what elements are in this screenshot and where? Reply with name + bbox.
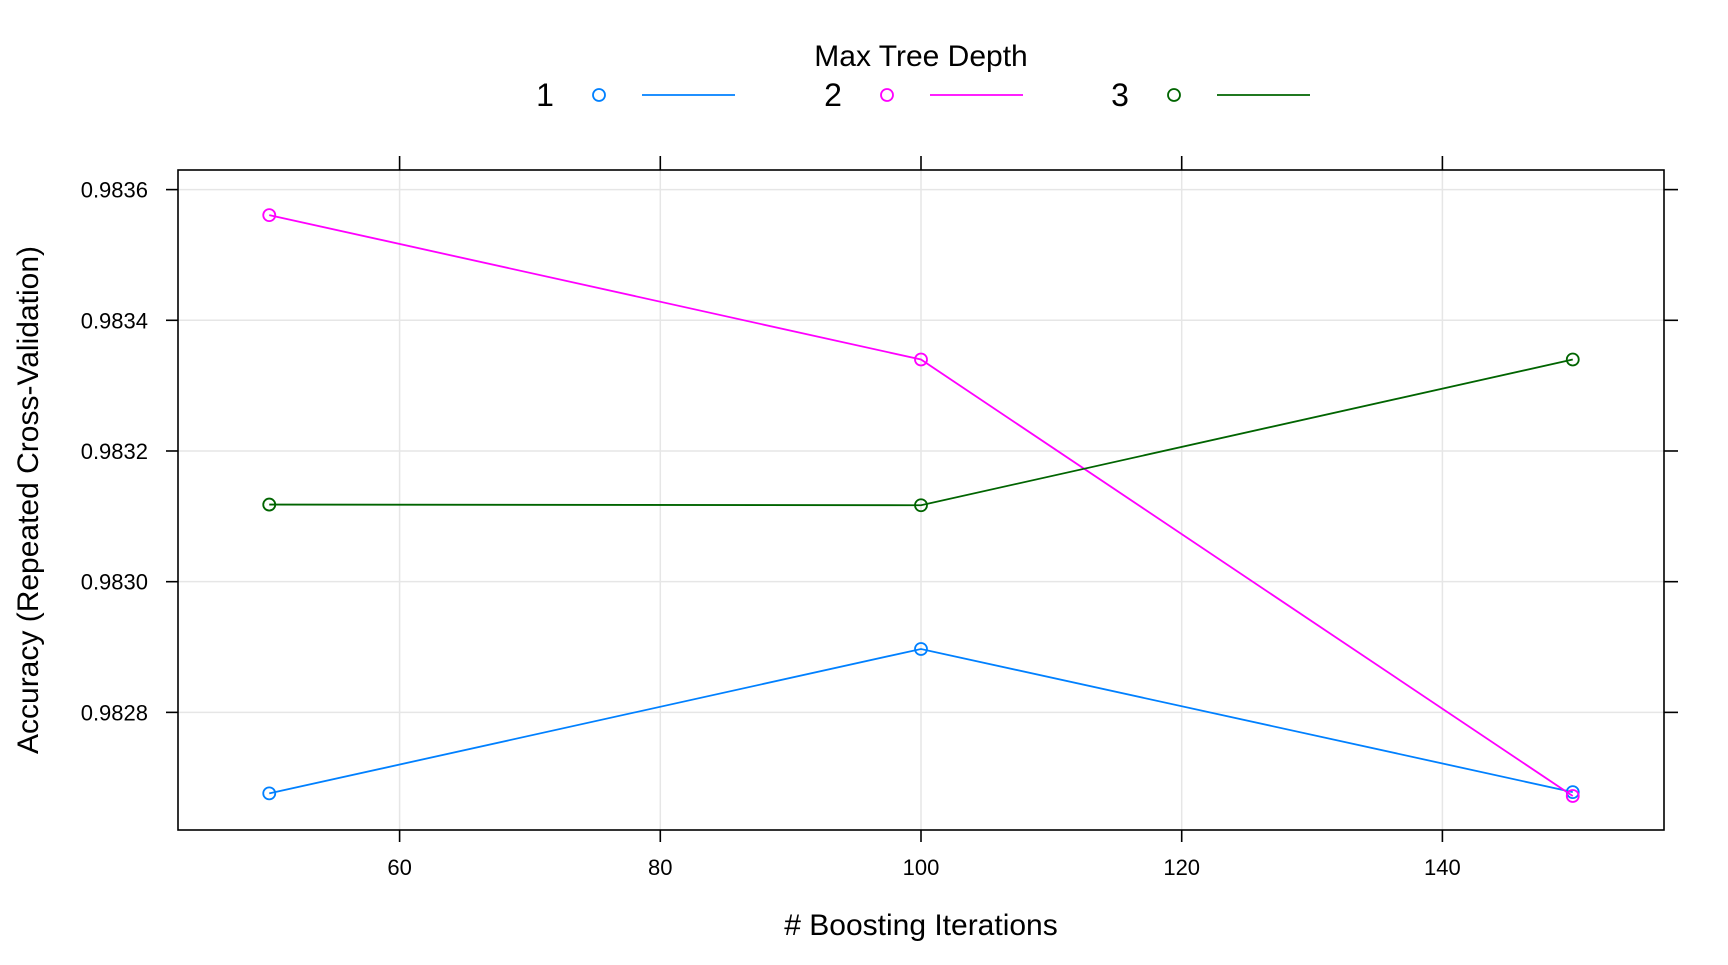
data-point-3	[1565, 352, 1580, 367]
series-line-2	[269, 214, 1574, 797]
x-tick-label: 60	[387, 855, 411, 880]
x-tick-label: 100	[903, 855, 940, 880]
x-axis-title: # Boosting Iterations	[784, 909, 1058, 942]
series-layer	[262, 208, 1580, 803]
y-tick-label: 0.9834	[81, 308, 148, 333]
data-point-1	[914, 642, 928, 656]
y-tick-label: 0.9836	[81, 178, 148, 203]
data-point-2	[914, 352, 928, 367]
legend: 1 2 3	[536, 77, 1310, 113]
data-point-2	[262, 208, 277, 222]
data-point-3	[914, 498, 928, 513]
legend-marker-3	[1167, 88, 1181, 102]
legend-marker-2	[880, 88, 894, 102]
grid	[178, 170, 1664, 830]
x-tick-label: 80	[648, 855, 672, 880]
axis-ticks: 60 80 100 120 140 0.9828 0.9830 0.9832 0.9834 0.9…	[81, 156, 1678, 880]
y-tick-label: 0.9830	[81, 570, 148, 595]
legend-marker-1	[592, 88, 606, 102]
y-axis-title: Accuracy (Repeated Cross-Validation)	[12, 246, 45, 754]
y-tick-label: 0.9832	[81, 439, 148, 464]
x-tick-label: 140	[1424, 855, 1461, 880]
legend-label-3: 3	[1111, 77, 1129, 113]
legend-label-2: 2	[824, 77, 842, 113]
data-point-1	[262, 786, 277, 801]
legend-label-1: 1	[536, 77, 554, 113]
series-line-3	[269, 358, 1573, 507]
series-line-1	[269, 648, 1573, 795]
y-tick-label: 0.9828	[81, 700, 148, 725]
legend-title: Max Tree Depth	[814, 40, 1027, 73]
x-tick-label: 120	[1163, 855, 1200, 880]
data-point-2	[1565, 789, 1580, 803]
data-point-3	[262, 497, 277, 512]
